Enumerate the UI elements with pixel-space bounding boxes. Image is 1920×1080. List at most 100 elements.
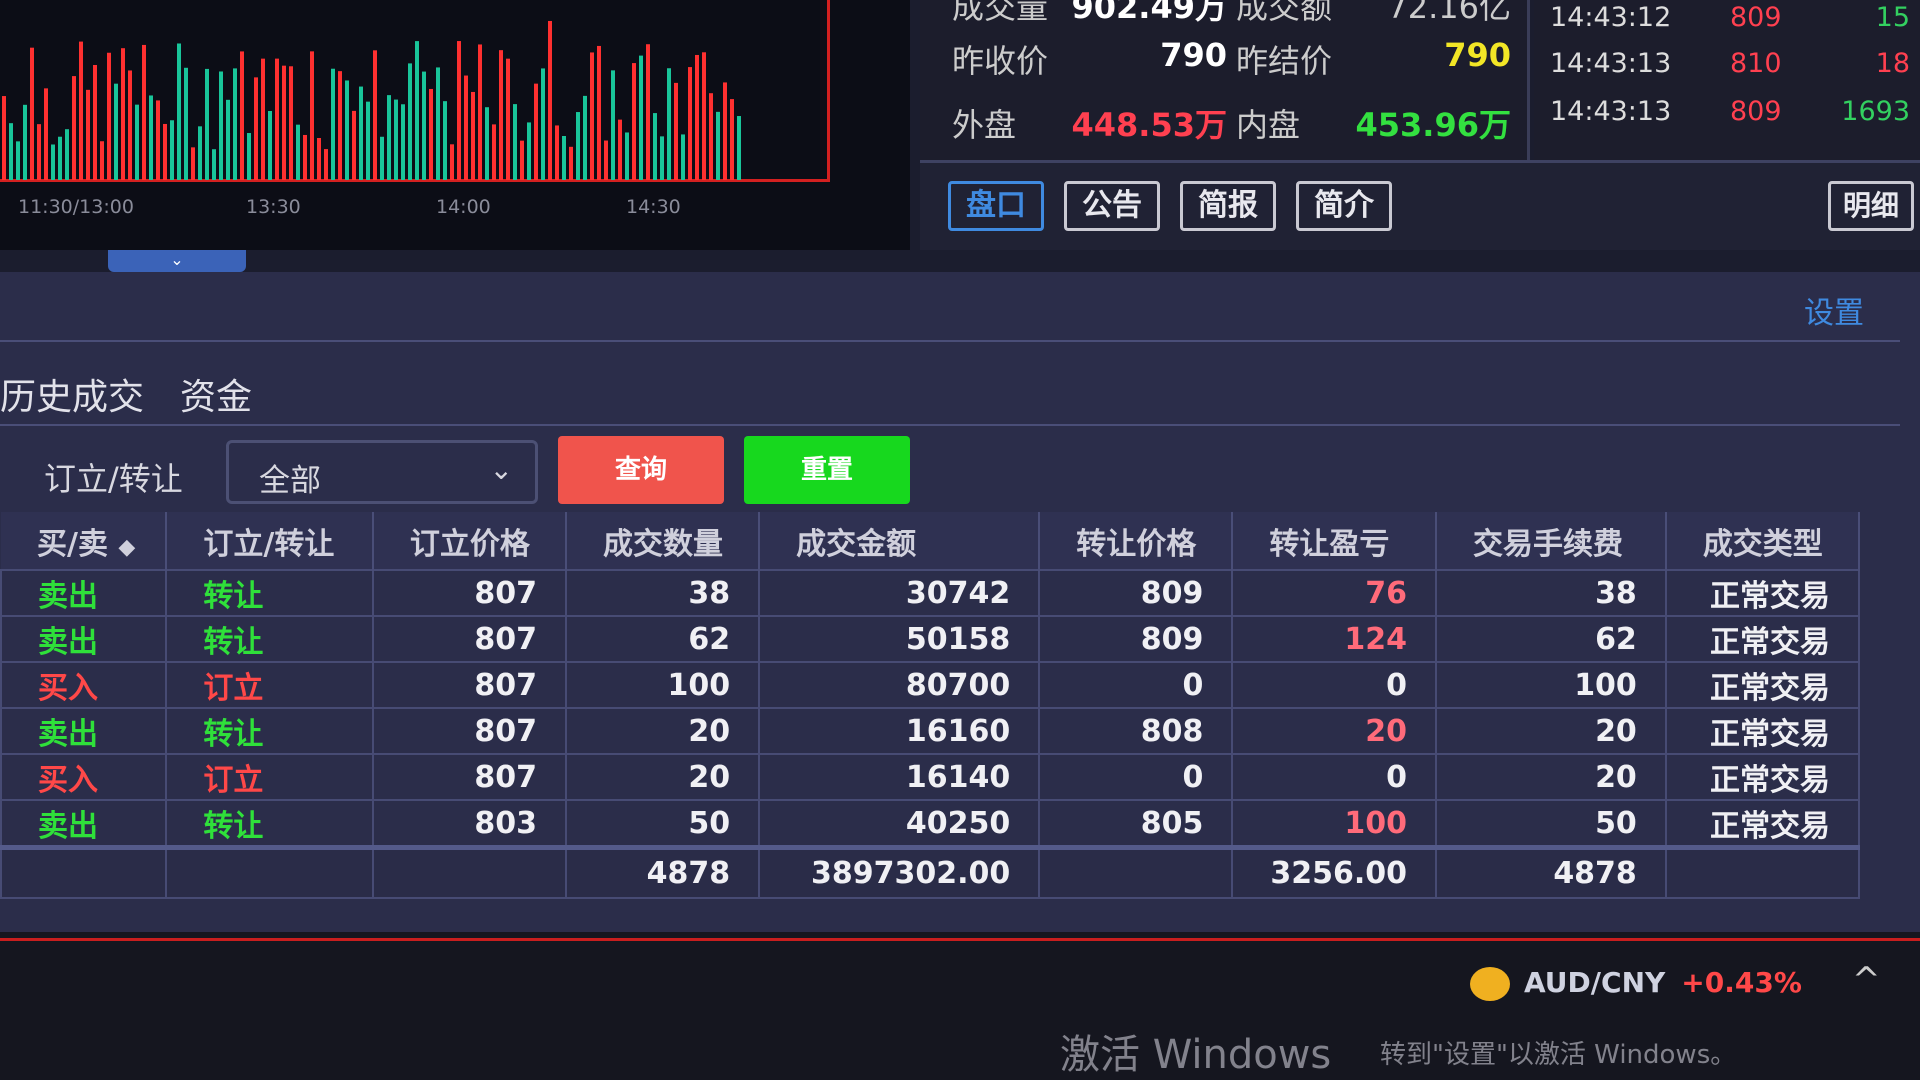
trade-volume: 15 — [1875, 2, 1910, 33]
ticker-pair: AUD/CNY — [1524, 966, 1666, 999]
divider — [0, 424, 1900, 426]
total-fee: 4878 — [1435, 845, 1667, 899]
open-close-select[interactable]: 全部 ⌄ — [226, 440, 538, 504]
table-row[interactable]: 卖出 转让 807 38 30742 809 76 38 正常交易 — [0, 569, 1861, 617]
cell-qty: 100 — [564, 661, 761, 709]
volume-bar — [443, 101, 447, 180]
table-row[interactable]: 卖出 转让 803 50 40250 805 100 50 正常交易 — [0, 799, 1861, 849]
volume-bar — [23, 104, 27, 180]
cell-type: 正常交易 — [1664, 661, 1861, 709]
cell-qty: 20 — [564, 753, 761, 801]
volume-bar — [366, 101, 370, 180]
volume-chart: 11:30/13:00 13:30 14:00 14:30 — [0, 0, 910, 250]
volume-bar — [44, 88, 48, 180]
cell-fee: 20 — [1435, 707, 1667, 755]
cell-type: 正常交易 — [1664, 569, 1861, 617]
trade-time: 14:43:13 — [1550, 96, 1672, 127]
tab-announcement[interactable]: 公告 — [1064, 181, 1160, 231]
volume-bar — [597, 45, 601, 180]
volume-bar — [254, 77, 258, 180]
volume-bar — [121, 48, 125, 181]
volume-bar — [401, 104, 405, 180]
tab-funds[interactable]: 资金 — [180, 377, 253, 418]
tab-history-trades[interactable]: 历史成交 — [0, 377, 145, 418]
cell-type: 正常交易 — [1664, 707, 1861, 755]
chevron-up-icon[interactable]: ^ — [1852, 960, 1881, 1000]
header-pnl: 转让盈亏 — [1232, 512, 1438, 570]
volume-bar — [128, 70, 132, 180]
turnover-value: 72.16亿 — [1387, 0, 1511, 26]
trades-table: 买/卖 ◆ 订立/转让 订立价格 成交数量 成交金额 转让价格 转让盈亏 交易手… — [0, 512, 1861, 899]
volume-bar — [702, 52, 706, 181]
volume-bar — [394, 99, 398, 180]
table-row[interactable]: 卖出 转让 807 62 50158 809 124 62 正常交易 — [0, 615, 1861, 663]
settings-link[interactable]: 设置 — [1804, 296, 1864, 331]
time-tick: 11:30/13:00 — [18, 196, 134, 218]
cell-pnl: 0 — [1231, 753, 1438, 801]
table-row[interactable]: 买入 订立 807 20 16140 0 0 20 正常交易 — [0, 753, 1861, 801]
cell-qty: 62 — [564, 615, 761, 663]
tab-order-book[interactable]: 盘口 — [948, 181, 1044, 231]
trade-price: 810 — [1730, 48, 1782, 79]
volume-bar — [632, 63, 636, 180]
history-panel: 设置 历史成交 资金 订立/转让 全部 ⌄ 查询 重置 买/卖 ◆ 订立/转让 订立… — [0, 272, 1920, 932]
table-row[interactable]: 卖出 转让 807 20 16160 808 20 20 正常交易 — [0, 707, 1861, 755]
volume-bar — [562, 136, 566, 180]
reset-button[interactable]: 重置 — [744, 436, 910, 504]
chevron-down-icon: ⌄ — [489, 453, 513, 486]
volume-bar — [93, 64, 97, 180]
volume-bar — [79, 41, 83, 181]
volume-bar — [464, 75, 468, 180]
quote-panel: 成交量 902.49万 成交额 72.16亿 昨收价 790 昨结价 790 外… — [920, 0, 1530, 160]
divider — [0, 938, 1920, 941]
volume-bar — [737, 116, 741, 180]
inner-label: 内盘 — [1236, 106, 1301, 144]
activation-watermark: 激活 Windows — [1060, 1032, 1332, 1078]
volume-bar — [149, 95, 153, 180]
volume-bar — [331, 68, 335, 180]
volume-bar — [310, 51, 314, 180]
volume-bar — [471, 91, 475, 180]
total-amount: 3897302.00 — [758, 845, 1041, 899]
volume-bar — [51, 144, 55, 180]
volume-bar — [457, 41, 461, 180]
tab-profile[interactable]: 简介 — [1296, 181, 1392, 231]
cell-open-price: 803 — [371, 799, 568, 849]
table-row[interactable]: 买入 订立 807 100 80700 0 0 100 正常交易 — [0, 661, 1861, 709]
header-label: 买/卖 — [37, 526, 108, 562]
fx-ticker[interactable]: AUD/CNY +0.43% — [1470, 966, 1802, 1001]
total-qty: 4878 — [564, 845, 761, 899]
volume-bar — [618, 119, 622, 180]
volume-bar — [324, 149, 328, 180]
volume-bar — [520, 140, 524, 180]
inner-value: 453.96万 — [1355, 106, 1512, 144]
volume-bar — [429, 88, 433, 180]
cell-close-price: 0 — [1038, 753, 1234, 801]
volume-bar — [415, 41, 419, 181]
volume-bar — [513, 104, 517, 180]
volume-bar — [289, 66, 293, 180]
header-side[interactable]: 买/卖 ◆ — [1, 512, 168, 570]
cell-pnl: 20 — [1231, 707, 1438, 755]
cell-side: 卖出 — [0, 569, 168, 617]
total-empty — [371, 845, 568, 899]
cell-fee: 50 — [1435, 799, 1667, 849]
collapse-chart-button[interactable]: ⌄ — [108, 250, 246, 272]
sort-icon[interactable]: ◆ — [118, 534, 136, 560]
header-close-price: 转让价格 — [1039, 512, 1234, 570]
cell-amount: 16140 — [758, 753, 1041, 801]
query-button[interactable]: 查询 — [558, 436, 724, 504]
trade-time: 14:43:12 — [1550, 2, 1672, 33]
tab-detail[interactable]: 明细 — [1828, 181, 1914, 231]
cell-pnl: 0 — [1231, 661, 1438, 709]
volume-bar — [100, 141, 104, 180]
filter-label: 订立/转让 — [44, 460, 183, 498]
time-tick: 14:30 — [626, 196, 681, 218]
header-amount: 成交金额 — [759, 512, 1041, 570]
tab-brief[interactable]: 简报 — [1180, 181, 1276, 231]
cell-close-price: 0 — [1038, 661, 1234, 709]
total-empty — [1038, 845, 1234, 899]
volume-bar — [296, 124, 300, 180]
volume-bar — [569, 146, 573, 180]
prev-close-label: 昨收价 — [952, 42, 1049, 80]
